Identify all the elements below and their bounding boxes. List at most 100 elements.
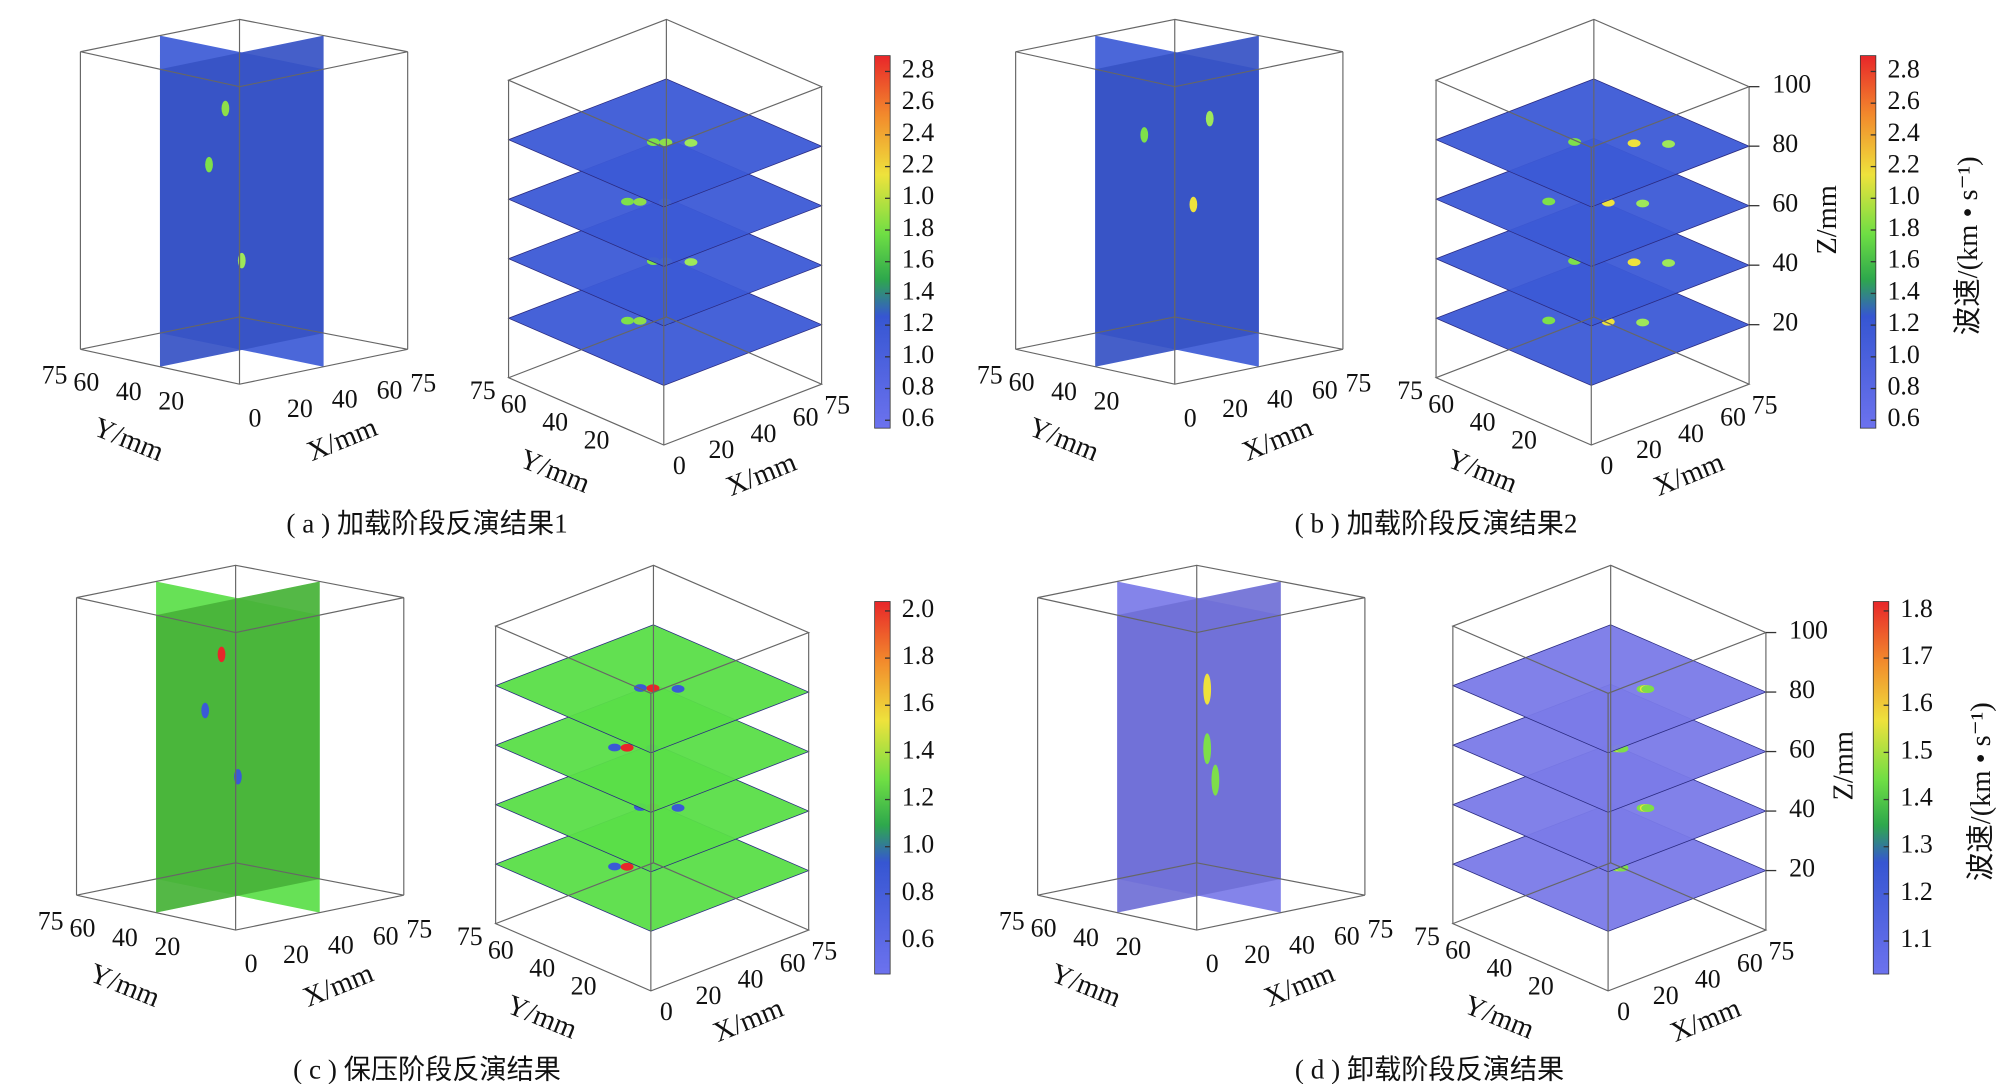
colorbar bbox=[1872, 601, 1890, 975]
x-tick-label: 0 bbox=[1206, 949, 1219, 978]
y-axis-label: Y/mm bbox=[1459, 990, 1538, 1046]
x-tick-label: 20 bbox=[1222, 394, 1248, 423]
anomaly bbox=[217, 646, 226, 663]
z-tick-label: 60 bbox=[1789, 734, 1815, 763]
anomaly bbox=[1205, 110, 1214, 127]
colorbar-tick-label: 1.0 bbox=[1887, 340, 1919, 369]
colorbar-tick-label: 1.8 bbox=[1887, 213, 1919, 242]
z-tick-label: 40 bbox=[1789, 794, 1815, 823]
anomaly bbox=[621, 197, 634, 206]
colorbar-tick-label: 1.6 bbox=[902, 245, 934, 274]
x-tick-label: 75 bbox=[1367, 914, 1393, 943]
vertical-slice bbox=[1117, 581, 1281, 913]
colorbar-tick-label: 1.4 bbox=[1887, 276, 1919, 305]
colorbar-tick-label: 1.5 bbox=[1900, 735, 1932, 764]
anomaly bbox=[205, 156, 213, 173]
colorbar-tick-label: 1.8 bbox=[1900, 594, 1932, 623]
x-tick-label: 60 bbox=[1312, 375, 1338, 404]
x-tick-label: 20 bbox=[1653, 981, 1679, 1010]
anomaly bbox=[671, 803, 685, 812]
y-tick-label: 60 bbox=[1031, 914, 1057, 943]
colorbar-tick-label: 2.6 bbox=[902, 86, 934, 115]
x-tick-label: 20 bbox=[283, 940, 309, 969]
x-tick-label: 40 bbox=[751, 419, 777, 448]
x-tick-label: 0 bbox=[660, 997, 673, 1026]
y-axis-label: Y/mm bbox=[85, 958, 164, 1014]
caption: ( d ) 卸载阶段反演结果 bbox=[1295, 1055, 1564, 1084]
caption: ( b ) 加载阶段反演结果2 bbox=[1295, 509, 1578, 539]
y-tick-label: 40 bbox=[1487, 953, 1513, 982]
colorbar-tick-label: 2.8 bbox=[1887, 54, 1919, 83]
x-tick-label: 40 bbox=[1267, 385, 1293, 414]
anomaly bbox=[684, 258, 698, 266]
slice-shade bbox=[156, 581, 320, 913]
anomaly bbox=[1203, 673, 1212, 705]
colorbar-tick-label: 0.6 bbox=[902, 924, 934, 953]
x-tick-label: 40 bbox=[1678, 419, 1704, 448]
colorbar-tick-label: 2.0 bbox=[902, 594, 934, 623]
x-tick-label: 75 bbox=[1346, 368, 1372, 397]
y-tick-label: 20 bbox=[1094, 386, 1120, 415]
caption: ( a ) 加载阶段反演结果1 bbox=[286, 509, 567, 539]
vertical-slice bbox=[159, 35, 324, 367]
y-tick-label: 20 bbox=[1528, 971, 1554, 1000]
y-tick-label: 40 bbox=[112, 923, 138, 952]
anomaly bbox=[621, 316, 634, 325]
anomaly bbox=[1203, 733, 1212, 765]
colorbar-tick-label: 2.6 bbox=[1887, 86, 1919, 115]
z-tick-label: 20 bbox=[1789, 854, 1815, 883]
anomaly bbox=[1627, 258, 1641, 267]
colorbar-title: 波速/(km • s⁻¹) bbox=[1965, 702, 1997, 881]
slice-shade bbox=[1095, 35, 1259, 367]
colorbar-tick-label: 1.0 bbox=[902, 830, 934, 859]
z-axis-label: Z/mm bbox=[1829, 731, 1860, 801]
y-axis-label: Y/mm bbox=[502, 990, 581, 1046]
colorbar-tick-label: 1.6 bbox=[1887, 245, 1919, 274]
x-tick-label: 60 bbox=[1334, 921, 1360, 950]
anomaly bbox=[1189, 196, 1198, 213]
z-tick-label: 100 bbox=[1772, 70, 1811, 99]
x-tick-label: 75 bbox=[406, 914, 432, 943]
x-tick-label: 75 bbox=[410, 368, 436, 397]
caption: ( c ) 保压阶段反演结果 bbox=[293, 1055, 561, 1084]
y-tick-label: 20 bbox=[158, 386, 184, 415]
y-tick-label: 40 bbox=[529, 953, 555, 982]
anomaly bbox=[1662, 140, 1675, 148]
x-tick-label: 60 bbox=[780, 948, 806, 977]
y-tick-label: 20 bbox=[584, 426, 610, 455]
z-axis-label: Z/mm bbox=[1812, 185, 1843, 255]
anomaly bbox=[671, 684, 685, 693]
y-tick-label: 75 bbox=[457, 922, 483, 951]
x-tick-label: 0 bbox=[1184, 403, 1197, 432]
anomaly bbox=[1627, 139, 1641, 148]
y-tick-label: 75 bbox=[470, 376, 496, 405]
colorbar-tick-label: 1.8 bbox=[902, 213, 934, 242]
anomaly bbox=[1211, 764, 1220, 796]
colorbar-tick-label: 1.4 bbox=[1900, 783, 1932, 812]
anomaly bbox=[1542, 316, 1556, 325]
x-tick-label: 0 bbox=[673, 451, 686, 480]
vertical-slice bbox=[1095, 35, 1259, 367]
y-tick-label: 60 bbox=[488, 936, 514, 965]
anomaly bbox=[608, 743, 622, 752]
x-tick-label: 60 bbox=[373, 921, 399, 950]
y-tick-label: 40 bbox=[1051, 377, 1077, 406]
colorbar-tick-label: 2.4 bbox=[1887, 118, 1919, 147]
colorbar bbox=[874, 601, 891, 975]
anomaly bbox=[1641, 685, 1655, 693]
anomaly bbox=[608, 862, 622, 871]
colorbar bbox=[1859, 55, 1877, 429]
colorbar-tick-label: 0.8 bbox=[902, 371, 934, 400]
y-tick-label: 75 bbox=[42, 361, 68, 390]
anomaly bbox=[1542, 197, 1556, 206]
x-axis-label: X/mm bbox=[1238, 412, 1317, 468]
z-tick-label: 100 bbox=[1789, 615, 1828, 644]
z-tick-label: 80 bbox=[1789, 675, 1815, 704]
x-tick-label: 20 bbox=[1244, 940, 1270, 969]
colorbar-tick-label: 1.2 bbox=[902, 783, 934, 812]
